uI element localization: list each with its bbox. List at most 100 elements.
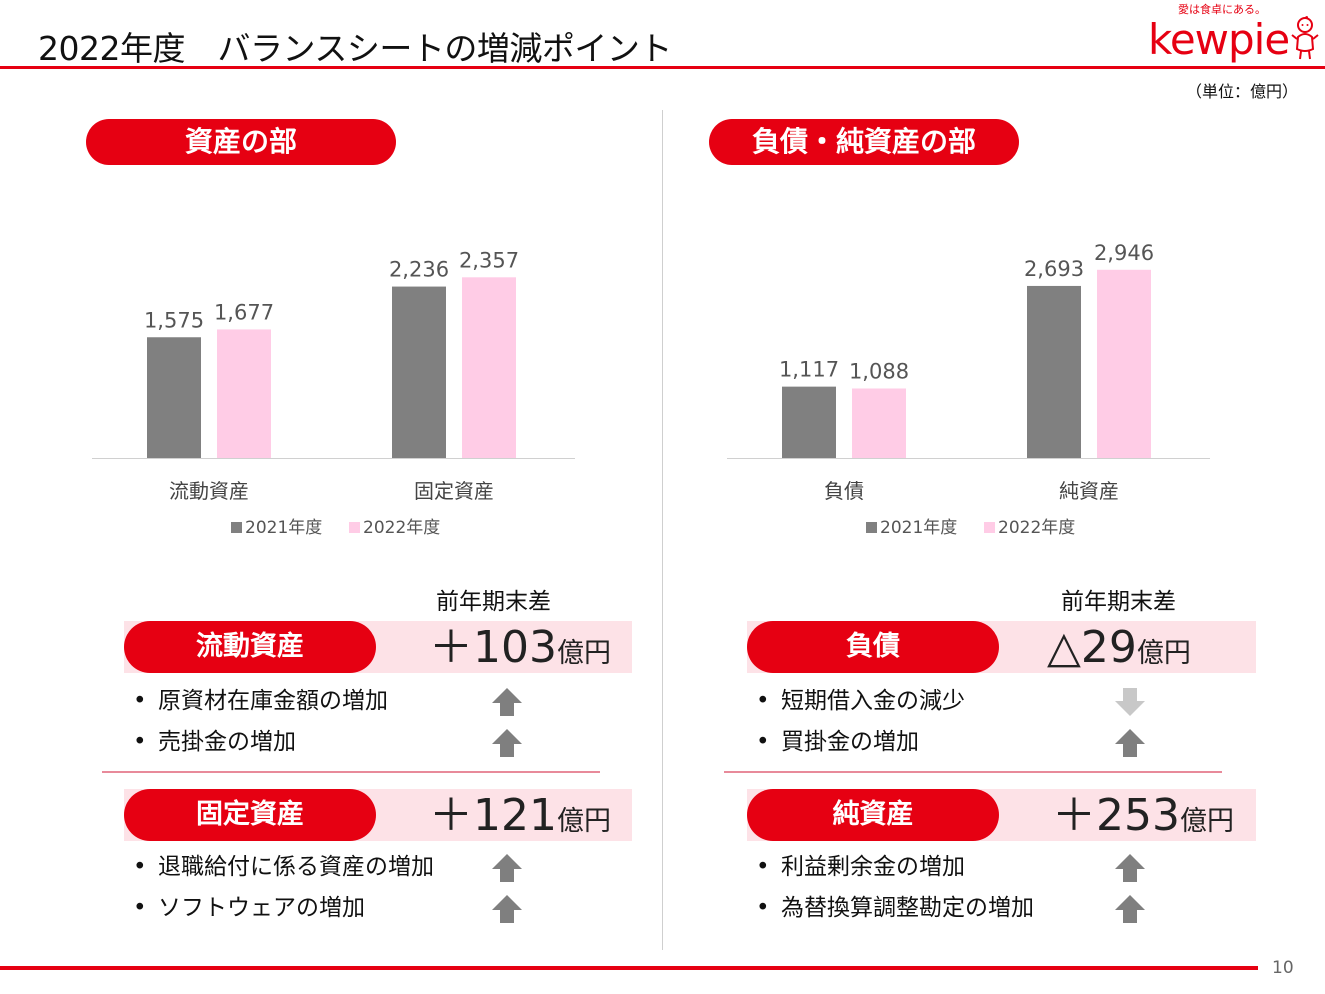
net-assets-diff-value: ＋253: [1052, 790, 1180, 841]
list-item: • 原資材在庫金額の増加: [123, 681, 553, 722]
diff-header-right: 前年期末差: [1061, 589, 1176, 615]
liabilities-reasons: • 短期借入金の減少 • 買掛金の増加: [746, 681, 1176, 763]
reason-text: ソフトウェアの増加: [158, 895, 365, 921]
data-label: 1,677: [214, 300, 274, 324]
arrow-up-icon: [1115, 854, 1145, 882]
current-assets-diff-value: ＋103: [429, 622, 557, 673]
net-assets-label: 純資産: [747, 789, 999, 841]
legend-label: 2021年度: [880, 518, 957, 538]
brand-slogan: 愛は食卓にある。: [1178, 3, 1266, 16]
list-item: • 利益剰余金の増加: [746, 847, 1176, 888]
arrow-up-icon: [1115, 729, 1145, 757]
category-label: 固定資産: [414, 479, 494, 503]
legend-swatch: [984, 522, 995, 533]
net-assets-diff-unit: 億円: [1179, 806, 1234, 837]
reason-text: 売掛金の増加: [158, 729, 296, 755]
bullet-dot: •: [756, 688, 770, 714]
net-assets-band: 純資産 ＋253億円: [747, 789, 1256, 841]
arrow-up-icon: [492, 729, 522, 757]
section-separator: [724, 771, 1222, 773]
bullet-dot: •: [756, 729, 770, 755]
arrow-up-icon: [1115, 895, 1145, 923]
list-item: • 退職給付に係る資産の増加: [123, 847, 553, 888]
liabilities-bar-chart: 1,117 2,693 1,088 2,946 負債 純資産 2021年度 2022年度: [727, 241, 1210, 538]
reason-text: 退職給付に係る資産の増加: [158, 854, 434, 880]
current-assets-reasons: • 原資材在庫金額の増加 • 売掛金の増加: [123, 681, 553, 763]
fixed-assets-diff-unit: 億円: [556, 806, 611, 837]
legend-swatch: [231, 522, 242, 533]
list-item: • 為替換算調整勘定の増加: [746, 888, 1176, 929]
legend-label: 2022年度: [998, 518, 1075, 538]
bar: [852, 388, 906, 458]
arrow-down-icon: [1115, 688, 1145, 716]
category-label: 負債: [824, 479, 864, 503]
page-number: 10: [1272, 958, 1294, 978]
arrow-up-icon: [492, 688, 522, 716]
data-label: 2,693: [1024, 257, 1084, 281]
fixed-assets-band: 固定資産 ＋121億円: [124, 789, 632, 841]
bar: [462, 277, 516, 458]
bullet-dot: •: [133, 895, 147, 921]
bar: [217, 329, 271, 458]
current-assets-diff-unit: 億円: [556, 638, 611, 669]
section-separator: [102, 771, 600, 773]
liabilities-band: 負債 △29億円: [747, 621, 1256, 673]
bullet-dot: •: [133, 729, 147, 755]
mascot-logo-icon: [1291, 15, 1319, 60]
liabilities-section-title: 負債・純資産の部: [709, 119, 1019, 165]
title-underline: [0, 66, 1325, 69]
list-item: • 買掛金の増加: [746, 722, 1176, 763]
bullet-dot: •: [133, 854, 147, 880]
arrow-up-icon: [492, 895, 522, 923]
data-label: 1,117: [779, 358, 839, 382]
legend-swatch: [349, 522, 360, 533]
bullet-dot: •: [133, 688, 147, 714]
fixed-assets-label: 固定資産: [124, 789, 376, 841]
data-label: 1,575: [144, 308, 204, 332]
category-label: 流動資産: [169, 479, 249, 503]
list-item: • 売掛金の増加: [123, 722, 553, 763]
bar: [1097, 269, 1151, 458]
net-assets-reasons: • 利益剰余金の増加 • 為替換算調整勘定の増加: [746, 847, 1176, 929]
unit-label: （単位：億円）: [1186, 82, 1299, 101]
data-label: 2,357: [459, 248, 519, 272]
assets-bar-chart: 1,575 2,236 1,677 2,357 流動資産 固定資産 2021年度 2022年度: [92, 248, 575, 538]
bar: [392, 286, 446, 458]
page-title: 2022年度 バランスシートの増減ポイント: [38, 29, 672, 68]
reason-text: 原資材在庫金額の増加: [158, 688, 388, 714]
reason-text: 為替換算調整勘定の増加: [781, 895, 1034, 921]
current-assets-band: 流動資産 ＋103億円: [124, 621, 632, 673]
assets-section-title: 資産の部: [86, 119, 396, 165]
list-item: • 短期借入金の減少: [746, 681, 1176, 722]
diff-header-left: 前年期末差: [436, 589, 551, 615]
fixed-assets-reasons: • 退職給付に係る資産の増加 • ソフトウェアの増加: [123, 847, 553, 929]
bar: [782, 386, 836, 458]
brand-logo: kewpie: [1148, 15, 1290, 64]
footer-rule: [0, 966, 1258, 970]
liabilities-diff-value: △29: [1047, 622, 1137, 673]
data-label: 2,946: [1094, 241, 1154, 265]
category-label: 純資産: [1059, 479, 1119, 503]
column-divider: [662, 110, 663, 950]
reason-text: 利益剰余金の増加: [781, 854, 965, 880]
liabilities-diff-unit: 億円: [1136, 638, 1191, 669]
bar: [1027, 285, 1081, 458]
current-assets-diff: ＋103億円: [429, 621, 611, 673]
legend-label: 2021年度: [245, 518, 322, 538]
liabilities-label: 負債: [747, 621, 999, 673]
reason-text: 買掛金の増加: [781, 729, 919, 755]
fixed-assets-diff: ＋121億円: [429, 789, 611, 841]
net-assets-diff: ＋253億円: [1052, 789, 1234, 841]
bar: [147, 337, 201, 458]
legend-swatch: [866, 522, 877, 533]
data-label: 1,088: [849, 359, 909, 383]
fixed-assets-diff-value: ＋121: [429, 790, 557, 841]
reason-text: 短期借入金の減少: [781, 688, 965, 714]
liabilities-diff: △29億円: [1047, 621, 1191, 673]
data-label: 2,236: [389, 258, 449, 282]
current-assets-label: 流動資産: [124, 621, 376, 673]
legend-label: 2022年度: [363, 518, 440, 538]
bullet-dot: •: [756, 854, 770, 880]
bullet-dot: •: [756, 895, 770, 921]
arrow-up-icon: [492, 854, 522, 882]
